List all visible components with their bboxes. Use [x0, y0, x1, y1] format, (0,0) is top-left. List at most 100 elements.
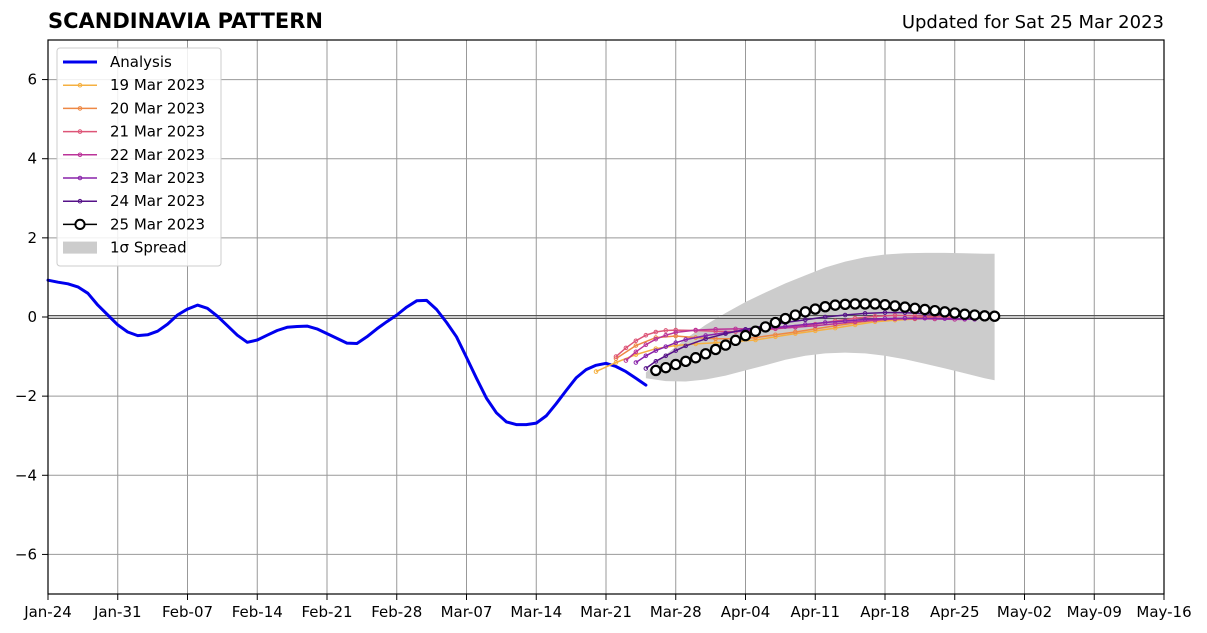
forecast-point-25-mar-2023: [839, 298, 851, 311]
forecast-point-25-mar-2023: [859, 298, 871, 310]
forecast-point-25-mar-2023: [749, 325, 762, 337]
forecast-point-25-mar-2023: [978, 310, 991, 322]
forecast-point-22-mar-2023: [733, 326, 738, 332]
forecast-point-20-mar-2023: [793, 329, 798, 335]
forecast-point-24-mar-2023: [723, 331, 728, 336]
forecast-point-21-mar-2023: [613, 354, 619, 359]
forecast-point-23-mar-2023: [653, 348, 659, 353]
legend-label: 23 Mar 2023: [110, 169, 205, 187]
forecast-point-24-mar-2023: [643, 366, 649, 371]
x-tick-label: Apr-18: [860, 603, 910, 621]
forecast-point-25-mar-2023: [699, 348, 712, 360]
x-tick-label: Mar-07: [441, 603, 493, 621]
legend-label: Analysis: [110, 53, 172, 71]
forecast-point-25-mar-2023: [799, 306, 811, 318]
x-tick-label: Jan-24: [23, 603, 72, 621]
series-lines: [46, 278, 1001, 427]
forecast-point-23-mar-2023: [802, 322, 808, 327]
x-tick-label: Feb-21: [301, 603, 352, 621]
y-tick-label: −2: [15, 387, 37, 405]
forecast-point-24-mar-2023: [882, 310, 888, 315]
legend-box: [56, 47, 222, 267]
forecast-point-25-mar-2023: [680, 355, 692, 368]
chart-title: SCANDINAVIA PATTERN: [48, 9, 323, 33]
forecast-point-25-mar-2023: [759, 321, 772, 333]
forecast-point-22-mar-2023: [643, 342, 649, 348]
x-tick-label: Feb-28: [371, 603, 422, 621]
legend-swatch-marker: [77, 198, 83, 204]
x-tick-label: Apr-25: [930, 603, 980, 621]
legend-swatch-marker: [77, 106, 83, 111]
forecast-point-25-mar-2023: [789, 309, 802, 321]
forecast-point-23-mar-2023: [822, 320, 828, 325]
y-tick-label: 2: [27, 229, 37, 247]
forecast-point-23-mar-2023: [643, 353, 649, 359]
legend-label: 20 Mar 2023: [110, 99, 205, 117]
axis-ticks: Jan-24 Jan-31 Feb-07 Feb-14 Feb-21 Feb-28 Mar-…: [15, 71, 1192, 621]
forecast-point-25-mar-2023: [949, 307, 961, 319]
forecast-point-22-mar-2023: [623, 358, 629, 363]
forecast-point-23-mar-2023: [862, 317, 868, 322]
forecast-point-25-mar-2023: [879, 299, 891, 311]
y-tick-label: −4: [15, 466, 37, 484]
forecast-point-20-mar-2023: [773, 332, 778, 338]
forecast-point-25-mar-2023: [869, 298, 881, 310]
forecast-point-25-mar-2023: [849, 298, 861, 310]
y-tick-label: 6: [27, 71, 37, 89]
forecast-point-24-mar-2023: [862, 311, 868, 316]
analysis-line: [46, 278, 648, 427]
forecast-point-22-mar-2023: [693, 327, 698, 333]
forecast-point-25-mar-2023: [968, 309, 981, 321]
forecast-point-24-mar-2023: [842, 312, 848, 318]
forecast-point-19-mar-2023: [673, 343, 679, 348]
forecast-point-25-mar-2023: [670, 358, 682, 371]
x-tick-label: May-09: [1067, 603, 1122, 621]
forecast-point-25-mar-2023: [689, 352, 702, 364]
x-tick-label: May-02: [997, 603, 1052, 621]
forecast-point-25-mar-2023: [889, 300, 901, 312]
forecast-point-22-mar-2023: [673, 330, 679, 335]
forecast-point-24-mar-2023: [822, 314, 828, 320]
legend-swatch-marker: [77, 129, 83, 134]
forecast-point-23-mar-2023: [663, 344, 669, 349]
x-tick-label: Mar-14: [510, 603, 562, 621]
forecast-point-25-mar-2023: [929, 304, 941, 317]
forecast-point-24-mar-2023: [673, 348, 679, 353]
forecast-point-25-mar-2023: [729, 334, 742, 347]
legend-label: 24 Mar 2023: [110, 192, 205, 210]
x-tick-label: Feb-07: [162, 603, 213, 621]
forecast-point-25-mar-2023: [660, 361, 672, 374]
legend-label: 21 Mar 2023: [110, 123, 205, 141]
forecast-point-23-mar-2023: [633, 360, 639, 365]
forecast-line-23-mar-2023: [635, 317, 975, 364]
forecast-point-25-mar-2023: [650, 364, 662, 377]
x-tick-label: Jan-31: [93, 603, 142, 621]
x-tick-label: Apr-11: [791, 603, 841, 621]
x-tick-label: Feb-14: [232, 603, 283, 621]
chart-updated-date: Updated for Sat 25 Mar 2023: [901, 12, 1164, 33]
forecast-point-25-mar-2023: [919, 303, 931, 316]
forecast-point-20-mar-2023: [613, 356, 619, 361]
forecast-point-23-mar-2023: [683, 337, 689, 342]
x-tick-label: May-16: [1136, 603, 1191, 621]
forecast-point-22-mar-2023: [653, 336, 659, 342]
forecast-point-25-mar-2023: [909, 302, 921, 314]
forecast-point-21-mar-2023: [653, 329, 659, 335]
forecast-point-25-mar-2023: [819, 301, 831, 313]
forecast-point-23-mar-2023: [842, 318, 848, 324]
forecast-point-23-mar-2023: [902, 315, 908, 321]
forecast-point-25-mar-2023: [959, 308, 971, 320]
legend-swatch-marker: [74, 218, 86, 230]
forecast-point-23-mar-2023: [882, 316, 888, 321]
forecast-point-21-mar-2023: [643, 332, 649, 338]
y-tick-label: 0: [27, 308, 37, 326]
forecast-point-25-mar-2023: [779, 312, 792, 325]
y-tick-label: −6: [15, 545, 37, 563]
forecast-line-19-mar-2023: [595, 317, 935, 373]
forecast-point-22-mar-2023: [663, 332, 669, 338]
x-tick-label: Mar-21: [580, 603, 632, 621]
y-tick-label: 4: [27, 150, 37, 168]
x-tick-label: Apr-04: [721, 603, 771, 621]
forecast-point-21-mar-2023: [623, 345, 629, 351]
